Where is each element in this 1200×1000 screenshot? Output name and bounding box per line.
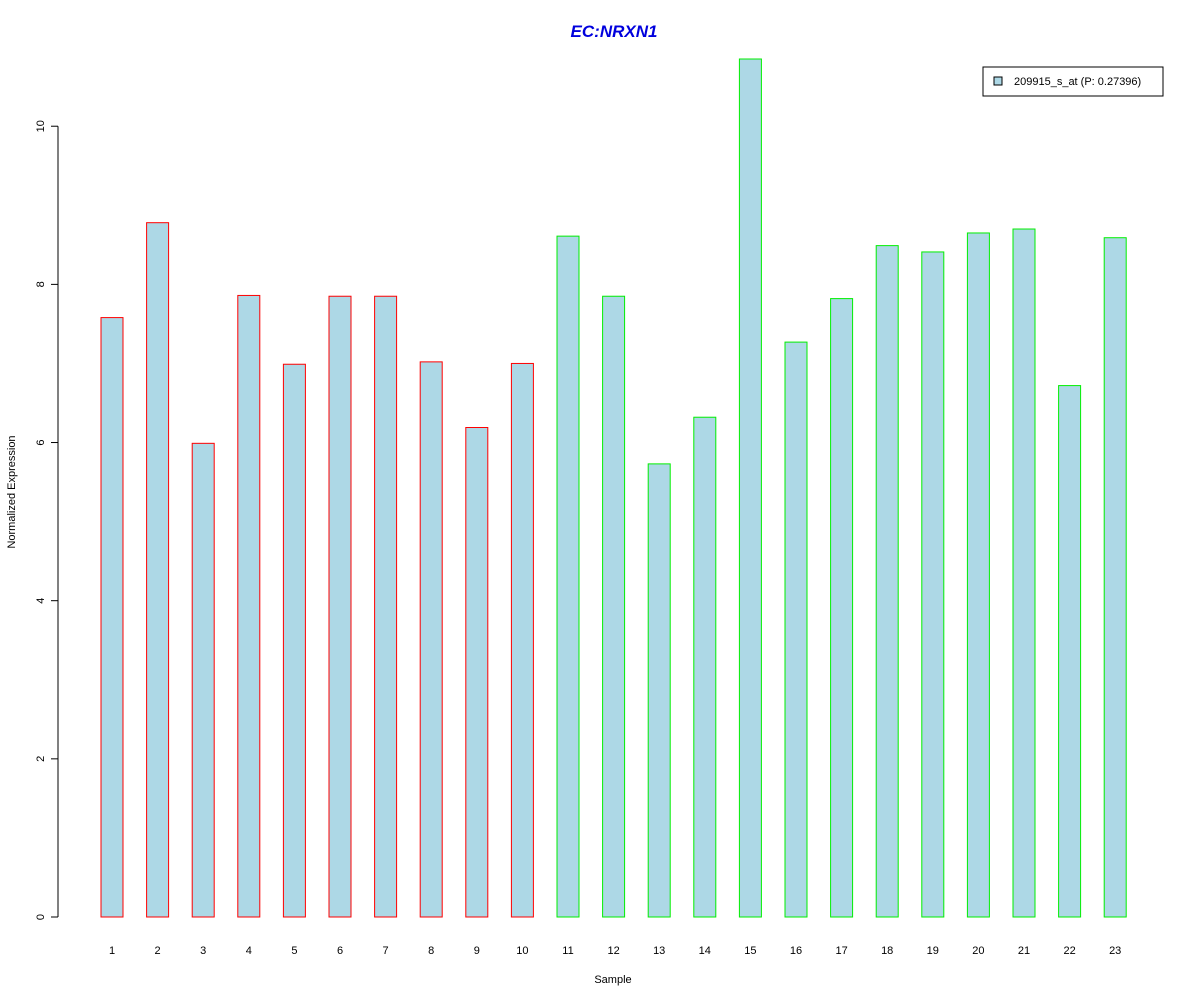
x-axis: 1 2 3 4 5 6 7 8 9 10 11 12 13 14 15 16 17 18 19 20 21 22 23 [109,945,1121,957]
bar-sample-16 [784,341,808,918]
bar-sample-6 [328,295,352,918]
legend-label: 209915_s_at (P: 0.27396) [1014,76,1141,88]
x-tick-label: 16 [790,945,802,957]
y-tick-label: 6 [35,439,47,445]
y-axis-label: Normalized Expression [6,435,18,548]
legend: 209915_s_at (P: 0.27396) [982,66,1164,97]
bar-sample-21 [1012,228,1036,918]
bar-sample-23 [1103,237,1127,918]
x-tick-label: 18 [881,945,893,957]
bar-sample-8 [419,361,443,918]
bar-sample-18 [875,245,899,918]
bar-sample-20 [966,232,990,918]
x-tick-label: 6 [337,945,343,957]
x-tick-label: 23 [1109,945,1121,957]
bar-sample-15 [738,58,762,918]
x-tick-label: 4 [246,945,252,957]
x-tick-label: 3 [200,945,206,957]
x-tick-label: 8 [428,945,434,957]
x-tick-label: 14 [699,945,711,957]
legend-swatch [993,76,1003,86]
x-tick-label: 13 [653,945,665,957]
y-tick-label: 8 [35,281,47,287]
bars [100,58,1127,918]
legend-box [982,66,1164,97]
bar-sample-12 [602,295,626,918]
bar-sample-22 [1058,385,1082,918]
bar-sample-11 [556,235,580,918]
x-tick-label: 12 [607,945,619,957]
y-tick-label: 4 [35,598,47,604]
bar-sample-3 [191,442,215,918]
x-tick-label: 20 [972,945,984,957]
x-axis-label: Sample [594,974,631,986]
x-tick-label: 21 [1018,945,1030,957]
bar-sample-14 [693,416,717,918]
x-tick-label: 1 [109,945,115,957]
x-tick-label: 7 [383,945,389,957]
x-tick-label: 19 [927,945,939,957]
x-tick-label: 10 [516,945,528,957]
x-tick-label: 17 [835,945,847,957]
y-tick-label: 2 [35,756,47,762]
bar-sample-1 [100,317,124,918]
bar-sample-5 [282,363,306,918]
x-tick-label: 2 [155,945,161,957]
x-tick-label: 11 [562,945,573,957]
x-tick-label: 22 [1063,945,1075,957]
bar-sample-2 [146,222,170,918]
bar-sample-4 [237,294,261,918]
bar-sample-7 [374,295,398,918]
bar-sample-10 [510,362,534,918]
y-tick-label: 10 [35,120,47,132]
x-tick-label: 15 [744,945,756,957]
x-tick-label: 5 [291,945,297,957]
y-tick-label: 0 [35,914,47,920]
bar-sample-13 [647,463,671,918]
chart-title: EC:NRXN1 [571,22,658,41]
x-tick-label: 9 [474,945,480,957]
bar-sample-19 [921,251,945,918]
bar-sample-9 [465,427,489,918]
bar-sample-17 [830,298,854,918]
y-axis: 0 2 4 6 8 10 [35,120,59,920]
